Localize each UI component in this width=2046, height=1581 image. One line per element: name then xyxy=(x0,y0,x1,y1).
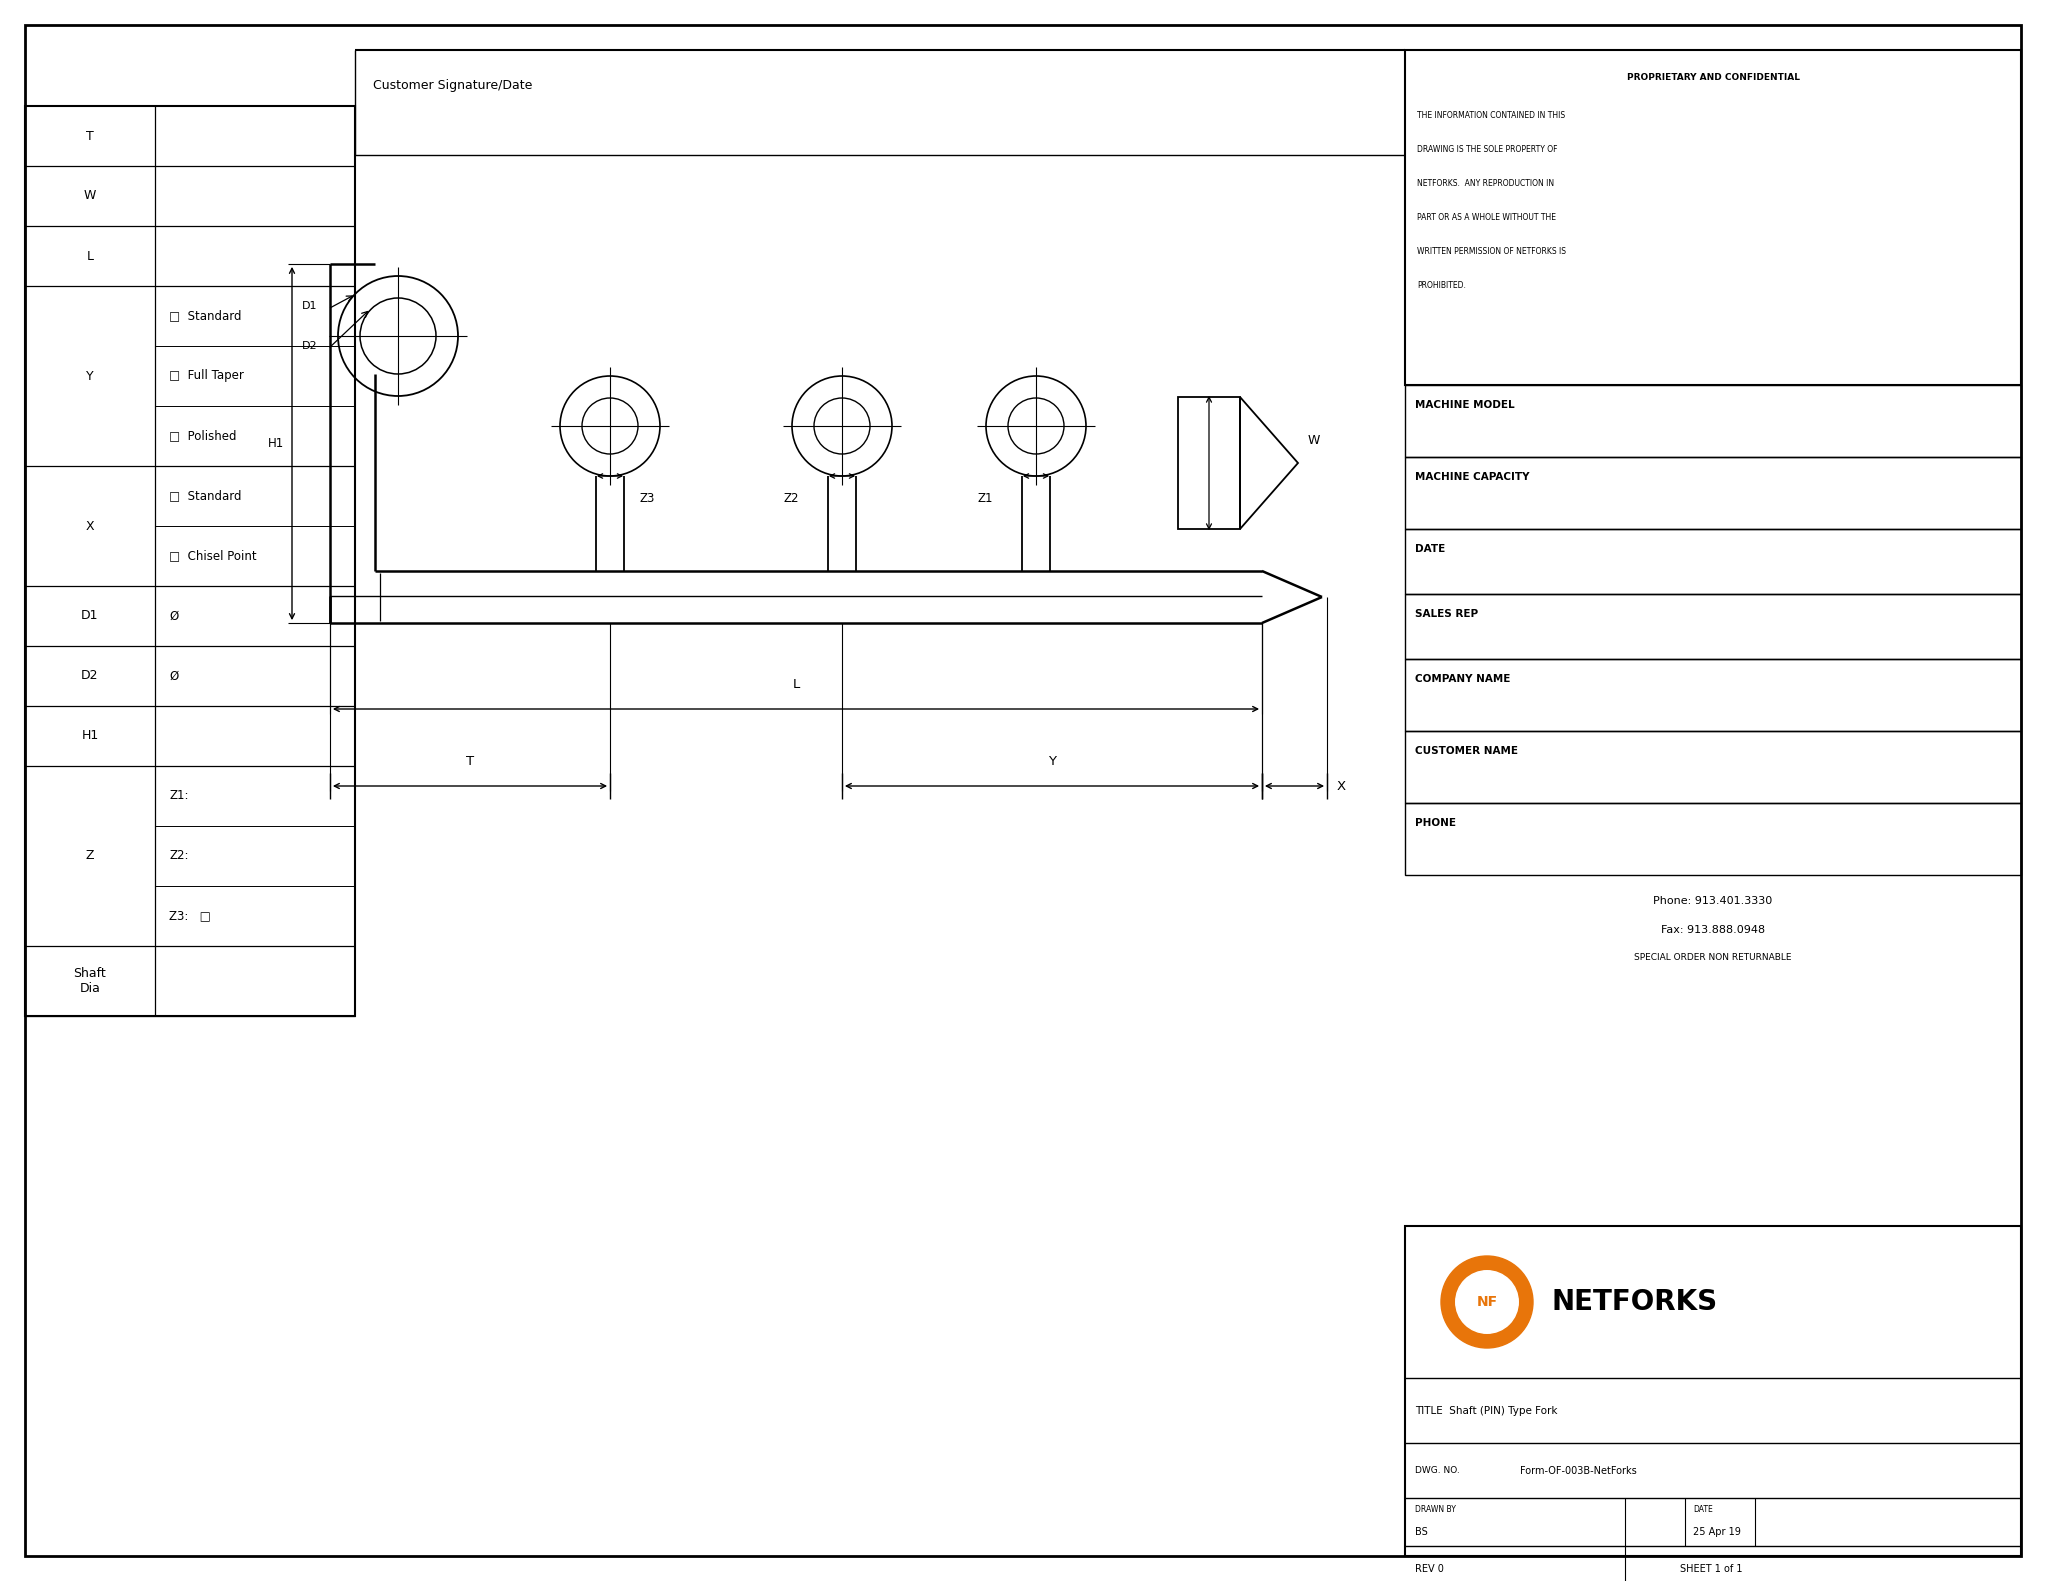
Text: X: X xyxy=(86,520,94,533)
Text: PROHIBITED.: PROHIBITED. xyxy=(1418,280,1465,289)
Text: COMPANY NAME: COMPANY NAME xyxy=(1416,674,1510,685)
Text: TITLE  Shaft (PIN) Type Fork: TITLE Shaft (PIN) Type Fork xyxy=(1416,1406,1557,1415)
Text: Z1:: Z1: xyxy=(170,789,188,803)
Bar xyxy=(1406,803,2021,874)
Text: THE INFORMATION CONTAINED IN THIS: THE INFORMATION CONTAINED IN THIS xyxy=(1418,111,1565,120)
Text: NETFORKS.  ANY REPRODUCTION IN: NETFORKS. ANY REPRODUCTION IN xyxy=(1418,179,1555,188)
Text: PHONE: PHONE xyxy=(1416,817,1457,828)
Text: □  Standard: □ Standard xyxy=(170,490,241,503)
Text: W: W xyxy=(1307,435,1320,447)
Bar xyxy=(1406,594,2021,659)
Text: □  Standard: □ Standard xyxy=(170,310,241,323)
Text: Ø: Ø xyxy=(170,669,178,683)
Text: D1: D1 xyxy=(82,610,98,623)
Text: D2: D2 xyxy=(82,669,98,683)
Circle shape xyxy=(1455,1271,1518,1333)
Text: T: T xyxy=(466,756,475,768)
Bar xyxy=(1406,530,2021,594)
Text: NF: NF xyxy=(1477,1295,1498,1309)
Text: Y: Y xyxy=(1048,756,1056,768)
Text: □  Full Taper: □ Full Taper xyxy=(170,370,243,383)
Bar xyxy=(1406,51,2021,386)
Text: SPECIAL ORDER NON RETURNABLE: SPECIAL ORDER NON RETURNABLE xyxy=(1635,952,1792,961)
Text: WRITTEN PERMISSION OF NETFORKS IS: WRITTEN PERMISSION OF NETFORKS IS xyxy=(1418,247,1565,256)
Text: PROPRIETARY AND CONFIDENTIAL: PROPRIETARY AND CONFIDENTIAL xyxy=(1627,73,1800,82)
Text: Y: Y xyxy=(86,370,94,383)
Text: SHEET 1 of 1: SHEET 1 of 1 xyxy=(1680,1564,1743,1573)
Text: Z2: Z2 xyxy=(784,493,800,506)
Text: BS: BS xyxy=(1416,1527,1428,1537)
Text: Z3:   □: Z3: □ xyxy=(170,909,211,922)
Text: X: X xyxy=(1336,779,1346,792)
Text: DRAWING IS THE SOLE PROPERTY OF: DRAWING IS THE SOLE PROPERTY OF xyxy=(1418,144,1557,153)
Text: D2: D2 xyxy=(303,341,317,351)
Text: Form-OF-003B-NetForks: Form-OF-003B-NetForks xyxy=(1520,1466,1637,1475)
Bar xyxy=(25,106,356,1017)
Text: NETFORKS: NETFORKS xyxy=(1551,1289,1717,1315)
Text: CUSTOMER NAME: CUSTOMER NAME xyxy=(1416,746,1518,756)
Bar xyxy=(1406,1225,2021,1556)
Text: SALES REP: SALES REP xyxy=(1416,609,1477,620)
Text: L: L xyxy=(792,678,800,691)
Text: DATE: DATE xyxy=(1416,544,1444,553)
Text: REV 0: REV 0 xyxy=(1416,1564,1444,1573)
Text: Shaft
Dia: Shaft Dia xyxy=(74,968,106,994)
Bar xyxy=(1406,659,2021,730)
Text: T: T xyxy=(86,130,94,142)
Text: MACHINE MODEL: MACHINE MODEL xyxy=(1416,400,1514,409)
Text: DRAWN BY: DRAWN BY xyxy=(1416,1505,1457,1515)
Text: PART OR AS A WHOLE WITHOUT THE: PART OR AS A WHOLE WITHOUT THE xyxy=(1418,212,1557,221)
Text: H1: H1 xyxy=(268,436,284,451)
Text: 25 Apr 19: 25 Apr 19 xyxy=(1692,1527,1741,1537)
Bar xyxy=(1406,457,2021,530)
Bar xyxy=(1406,730,2021,803)
Text: Z3: Z3 xyxy=(640,493,655,506)
Text: Phone: 913.401.3330: Phone: 913.401.3330 xyxy=(1653,896,1772,906)
Text: W: W xyxy=(84,190,96,202)
Bar xyxy=(1178,397,1240,530)
Text: □  Chisel Point: □ Chisel Point xyxy=(170,550,256,563)
Text: DATE: DATE xyxy=(1692,1505,1713,1515)
Circle shape xyxy=(1440,1255,1532,1349)
Text: Fax: 913.888.0948: Fax: 913.888.0948 xyxy=(1661,925,1766,934)
Text: □  Polished: □ Polished xyxy=(170,430,237,443)
Text: Z1: Z1 xyxy=(978,493,994,506)
Text: DWG. NO.: DWG. NO. xyxy=(1416,1466,1459,1475)
Text: Z2:: Z2: xyxy=(170,849,188,863)
Text: Z: Z xyxy=(86,849,94,863)
Text: H1: H1 xyxy=(82,729,98,743)
Text: D1: D1 xyxy=(303,300,317,311)
Text: L: L xyxy=(86,250,94,262)
Text: Ø: Ø xyxy=(170,610,178,623)
Text: Customer Signature/Date: Customer Signature/Date xyxy=(372,79,532,92)
Text: MACHINE CAPACITY: MACHINE CAPACITY xyxy=(1416,473,1530,482)
Bar xyxy=(1406,386,2021,457)
